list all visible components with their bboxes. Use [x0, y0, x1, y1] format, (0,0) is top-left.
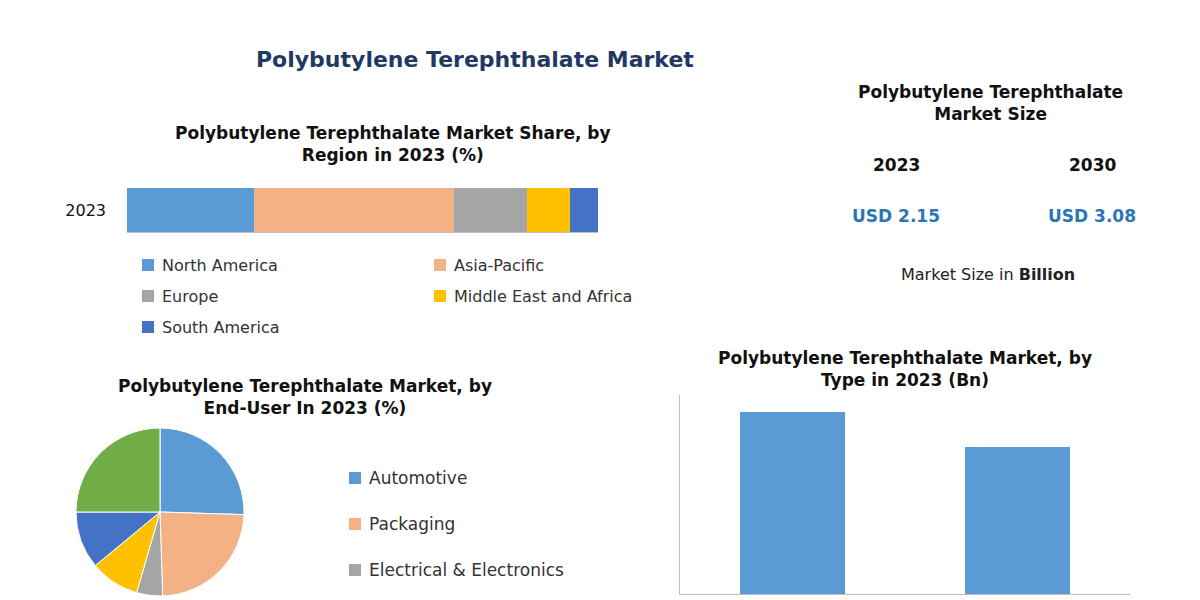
svg-text:North America: North America — [162, 256, 278, 275]
svg-text:2023: 2023 — [65, 201, 106, 220]
svg-text:2023: 2023 — [873, 155, 920, 175]
svg-text:Electrical & Electronics: Electrical & Electronics — [369, 560, 564, 580]
svg-text:South America: South America — [162, 318, 280, 337]
svg-text:Polybutylene Terephthalate Mar: Polybutylene Terephthalate Market Share,… — [175, 123, 611, 165]
svg-text:Polybutylene Terephthalate Mar: Polybutylene Terephthalate Market — [256, 47, 694, 72]
svg-text:Middle East and Africa: Middle East and Africa — [454, 287, 632, 306]
svg-text:Market Size in Billion: Market Size in Billion — [901, 265, 1075, 284]
svg-text:Polybutylene Terephthalate Mar: Polybutylene Terephthalate Market, byEnd… — [118, 376, 492, 418]
svg-text:Europe: Europe — [162, 287, 218, 306]
svg-text:USD 2.15: USD 2.15 — [852, 206, 940, 226]
svg-text:Asia-Pacific: Asia-Pacific — [454, 256, 544, 275]
svg-text:Polybutylene TerephthalateMark: Polybutylene TerephthalateMarket Size — [858, 82, 1123, 124]
svg-text:Automotive: Automotive — [369, 468, 467, 488]
svg-text:2030: 2030 — [1069, 155, 1116, 175]
svg-text:Polybutylene Terephthalate Mar: Polybutylene Terephthalate Market, byTyp… — [718, 348, 1092, 390]
svg-text:USD 3.08: USD 3.08 — [1048, 206, 1136, 226]
svg-text:Packaging: Packaging — [369, 514, 455, 534]
